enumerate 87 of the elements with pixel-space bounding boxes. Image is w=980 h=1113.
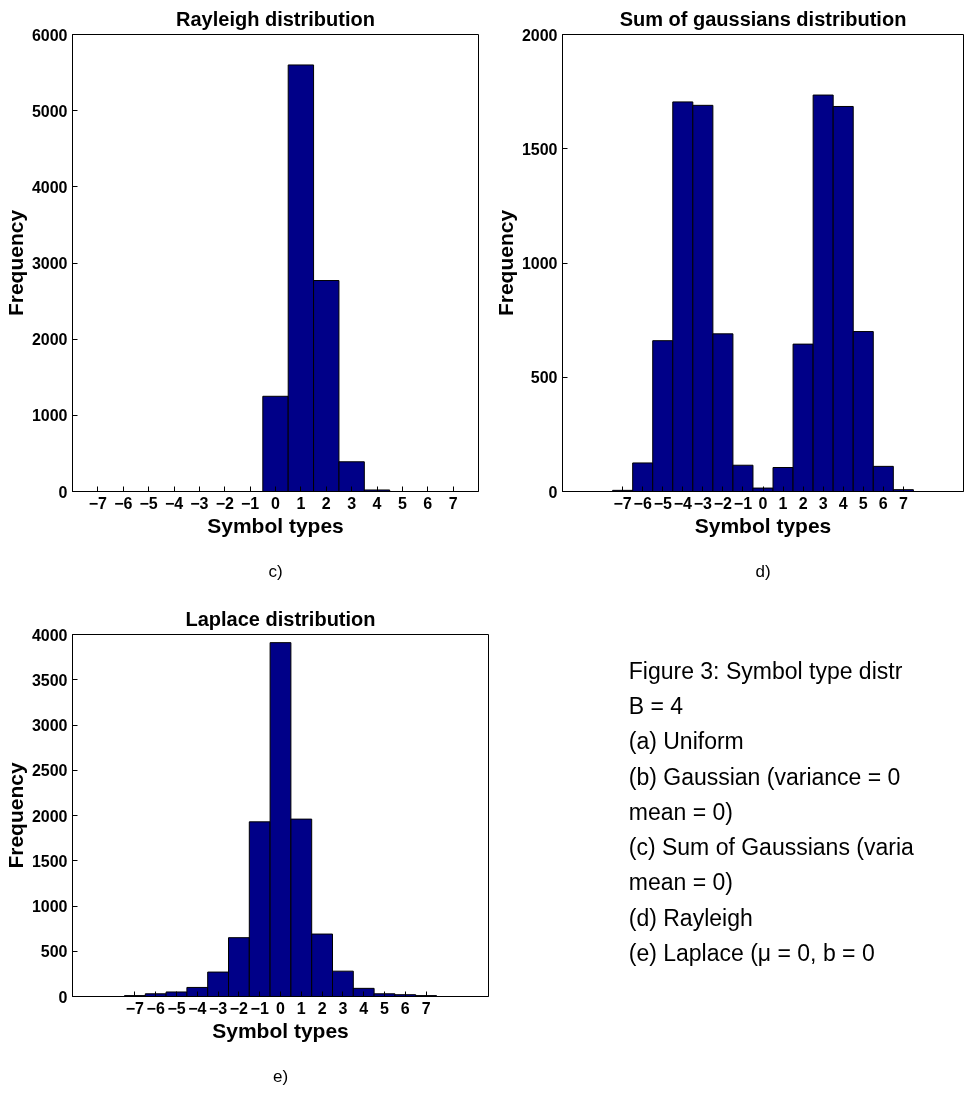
y-tick-label: 500 xyxy=(40,943,68,961)
x-tick-label: 3 xyxy=(347,494,357,512)
text: mean = 0) xyxy=(628,798,733,825)
x-tick-label: −7 xyxy=(125,999,145,1017)
x-tick-label: −2 xyxy=(215,494,234,512)
text: (a) Uniform xyxy=(628,728,744,755)
x-tick-label: 0 xyxy=(758,494,768,512)
x-tick-label: −3 xyxy=(693,494,713,512)
text: e) xyxy=(272,1066,289,1086)
y-tick-label: 5000 xyxy=(31,102,68,120)
x-tick-label: −6 xyxy=(114,494,133,512)
y-tick-label: 2000 xyxy=(31,807,68,825)
y-tick-label: 2000 xyxy=(521,26,558,44)
y-tick-label: 0 xyxy=(58,483,68,501)
x-tick-label: −3 xyxy=(190,494,209,512)
x-tick-label: 2 xyxy=(798,494,808,512)
x-tick-label: 2 xyxy=(317,999,327,1017)
x-tick-label: −1 xyxy=(733,494,753,512)
x-tick-label: 6 xyxy=(878,494,888,512)
x-tick-label: 6 xyxy=(423,494,433,512)
chart-title: Rayleigh distribution xyxy=(176,7,375,30)
text: (b) Gaussian (variance = 0 xyxy=(628,763,901,790)
x-axis-title: Symbol types xyxy=(207,513,344,537)
x-tick-label: −6 xyxy=(633,494,652,512)
y-tick-label: 3000 xyxy=(31,717,68,734)
text: (e) Laplace (μ = 0, b = 0 xyxy=(628,940,875,967)
x-tick-label: 4 xyxy=(372,494,382,512)
y-axis-title: Frequency xyxy=(3,762,27,869)
x-tick-label: 7 xyxy=(448,494,458,512)
text: d) xyxy=(755,561,771,581)
x-tick-label: 5 xyxy=(397,494,407,512)
y-tick-label: 0 xyxy=(58,988,68,1006)
x-tick-label: 4 xyxy=(838,494,848,512)
x-tick-label: −3 xyxy=(208,999,228,1017)
y-tick-label: 3000 xyxy=(31,255,68,272)
text: c) xyxy=(268,561,283,581)
y-tick-label: 1000 xyxy=(31,898,68,915)
y-tick-label: 2000 xyxy=(31,331,68,349)
x-tick-label: −6 xyxy=(146,999,165,1017)
y-tick-label: 1000 xyxy=(521,255,558,272)
x-tick-label: 5 xyxy=(380,999,390,1017)
x-tick-label: 4 xyxy=(359,999,369,1017)
y-tick-label: 0 xyxy=(548,483,558,501)
x-tick-label: 7 xyxy=(421,999,431,1017)
x-tick-label: 0 xyxy=(276,999,286,1017)
chart-title: Laplace distribution xyxy=(185,607,376,630)
x-tick-label: −7 xyxy=(88,494,108,512)
x-tick-label: −5 xyxy=(653,494,672,512)
x-tick-label: 3 xyxy=(818,494,828,512)
y-tick-label: 4000 xyxy=(31,178,68,196)
x-tick-label: 2 xyxy=(321,494,331,512)
x-tick-label: 7 xyxy=(898,494,908,512)
y-tick-label: 3500 xyxy=(31,671,68,689)
y-tick-label: 2500 xyxy=(31,762,68,780)
x-tick-label: −4 xyxy=(188,999,207,1017)
x-axis-title: Symbol types xyxy=(212,1018,349,1042)
x-tick-label: −5 xyxy=(139,494,158,512)
x-tick-label: −2 xyxy=(229,999,249,1017)
text: mean = 0) xyxy=(628,869,733,896)
y-tick-label: 500 xyxy=(530,369,558,387)
y-axis-title: Frequency xyxy=(3,209,27,317)
y-tick-label: 1000 xyxy=(31,407,68,425)
x-tick-label: 3 xyxy=(338,999,348,1017)
x-tick-label: −5 xyxy=(167,999,186,1017)
x-tick-label: 5 xyxy=(858,494,868,512)
text: B = 4 xyxy=(628,692,684,719)
caption: Figure 3: Symbol type distr xyxy=(628,657,903,684)
x-tick-label: −2 xyxy=(713,494,733,512)
x-tick-label: 1 xyxy=(296,494,306,512)
y-tick-label: 6000 xyxy=(31,26,68,44)
x-tick-label: 6 xyxy=(400,999,410,1017)
x-tick-label: −4 xyxy=(673,494,693,512)
x-tick-label: −7 xyxy=(613,494,632,512)
y-tick-label: 4000 xyxy=(31,626,68,644)
x-tick-label: −4 xyxy=(164,494,184,512)
chart-title: Sum of gaussians distribution xyxy=(619,7,907,30)
y-axis-title: Frequency xyxy=(493,209,517,317)
x-tick-label: −1 xyxy=(241,494,260,512)
x-tick-label: 1 xyxy=(778,494,788,512)
text: (c) Sum of Gaussians (varia xyxy=(628,834,914,861)
x-axis-title: Symbol types xyxy=(694,513,832,537)
x-tick-label: −1 xyxy=(250,999,269,1017)
text: (d) Rayleigh xyxy=(628,904,753,931)
x-tick-label: 1 xyxy=(296,999,306,1017)
y-tick-label: 1500 xyxy=(521,140,558,158)
y-tick-label: 1500 xyxy=(31,852,68,870)
x-tick-label: 0 xyxy=(271,494,281,512)
